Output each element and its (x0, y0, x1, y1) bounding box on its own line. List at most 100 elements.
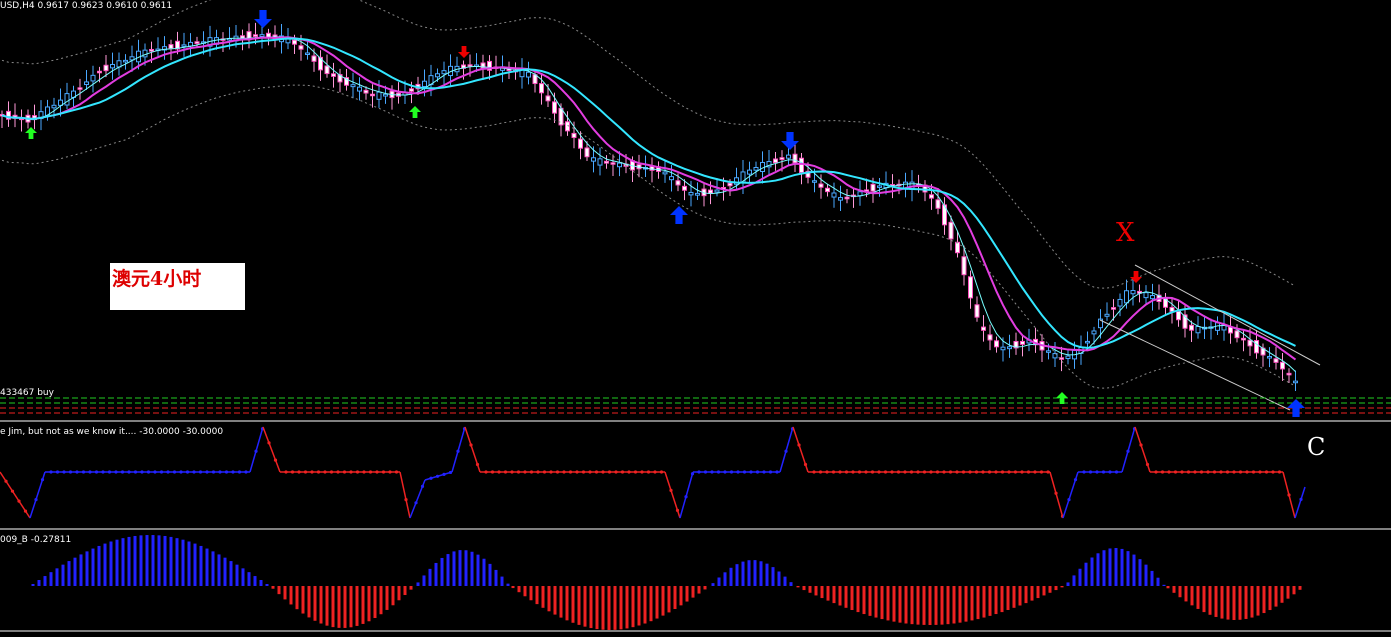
candle-body (844, 196, 850, 200)
indicator-dot (192, 470, 196, 474)
indicator-dot (349, 470, 353, 474)
indicator-dot (555, 470, 560, 474)
indicator-dot (601, 470, 605, 474)
candle-body (571, 132, 577, 139)
indicator-dot (870, 470, 875, 474)
candle-body (58, 99, 63, 106)
indicator-dot (549, 470, 553, 474)
candle-body (792, 153, 798, 164)
indicator-dot (864, 470, 868, 474)
candle-body (708, 189, 713, 194)
indicator-name: 009_B (0, 535, 28, 545)
indicator-dot (140, 470, 144, 474)
candle-body (90, 74, 96, 82)
candle-body (344, 77, 349, 86)
indicator-dot (244, 470, 248, 474)
indicator-dot (784, 449, 788, 453)
indicator-dot (101, 470, 105, 474)
indicator-dot (742, 470, 747, 474)
channel-line (1134, 264, 1321, 366)
indicator-dot (316, 470, 321, 474)
indicator-dot (562, 470, 566, 474)
indicator-dot (883, 470, 888, 474)
candle-body (714, 189, 720, 193)
indicator-dot (675, 508, 680, 512)
indicator-dot (812, 470, 816, 474)
candle-body (552, 101, 557, 114)
indicator-dot (588, 470, 592, 474)
candle-body (578, 138, 583, 149)
indicator-dot (607, 470, 612, 474)
indicator-dot (755, 470, 760, 474)
candle-body (1150, 295, 1155, 300)
indicator-dot (1186, 470, 1191, 474)
indicator-dot (456, 449, 460, 453)
indicator-dot (909, 470, 914, 474)
indicator-dot (355, 470, 360, 474)
indicator-dot (414, 501, 418, 505)
candle-body (487, 60, 492, 71)
candle-body (6, 110, 11, 120)
indicator-dot (961, 470, 966, 474)
indicator-dot (469, 443, 473, 447)
indicator-dot (1020, 470, 1024, 474)
annotation-x: X (1116, 218, 1135, 248)
candle-body (253, 34, 258, 37)
candle-body (441, 70, 447, 75)
indicator-dot (844, 470, 849, 474)
indicator-name: e Jim, but not as we know it.... (0, 427, 136, 437)
indicator-line (1121, 426, 1136, 473)
candle-body (987, 334, 993, 341)
indicator-dot (205, 470, 209, 474)
candle-body (123, 59, 128, 63)
candle-body (64, 93, 70, 106)
indicator-dot (697, 470, 701, 474)
indicator-dot (1033, 470, 1037, 474)
candle-body (539, 83, 544, 94)
candle-body (994, 340, 999, 348)
indicator-dot (237, 470, 242, 474)
order-label: 433467 buy (0, 388, 55, 398)
indicator-dot (1245, 470, 1249, 474)
indicator-dot (857, 470, 862, 474)
candle-body (662, 171, 668, 175)
candle-body (766, 161, 772, 168)
indicator-dot (435, 474, 440, 478)
indicator-value: -30.0000 (183, 427, 224, 437)
candle-body (831, 192, 837, 198)
indicator-dot (10, 489, 15, 493)
indicator-dot (404, 498, 408, 502)
candle-body (1091, 330, 1097, 335)
candle-body (84, 81, 89, 86)
indicator-dot (49, 470, 53, 474)
candle-body (955, 241, 960, 254)
candle-body (162, 46, 167, 51)
indicator-dot (68, 470, 73, 474)
indicator-dot (1238, 470, 1243, 474)
signal-arrow (1130, 271, 1142, 283)
indicator-dot (388, 470, 392, 474)
candle-body (435, 73, 440, 78)
indicator-dot (224, 470, 229, 474)
candle-body (129, 56, 135, 61)
indicator-line (779, 426, 794, 473)
indicator-dot (127, 470, 131, 474)
indicator-dot (633, 470, 638, 474)
indicator-dot (1199, 470, 1204, 474)
indicator-dot (684, 495, 688, 499)
indicator-dot (94, 470, 99, 474)
candle-body (753, 167, 759, 171)
indicator-dot (620, 470, 625, 474)
indicator-dot (179, 470, 183, 474)
indicator-dot (1046, 470, 1050, 474)
candle-body (298, 45, 304, 50)
indicator-dot (749, 470, 753, 474)
candle-body (311, 55, 317, 62)
indicator-dot (690, 472, 695, 476)
indicator-dot (336, 470, 340, 474)
indicator-dot (929, 470, 933, 474)
candle-body (1124, 290, 1129, 304)
candle-body (1098, 318, 1103, 329)
candle-body (942, 204, 947, 226)
indicator-dot (107, 470, 112, 474)
